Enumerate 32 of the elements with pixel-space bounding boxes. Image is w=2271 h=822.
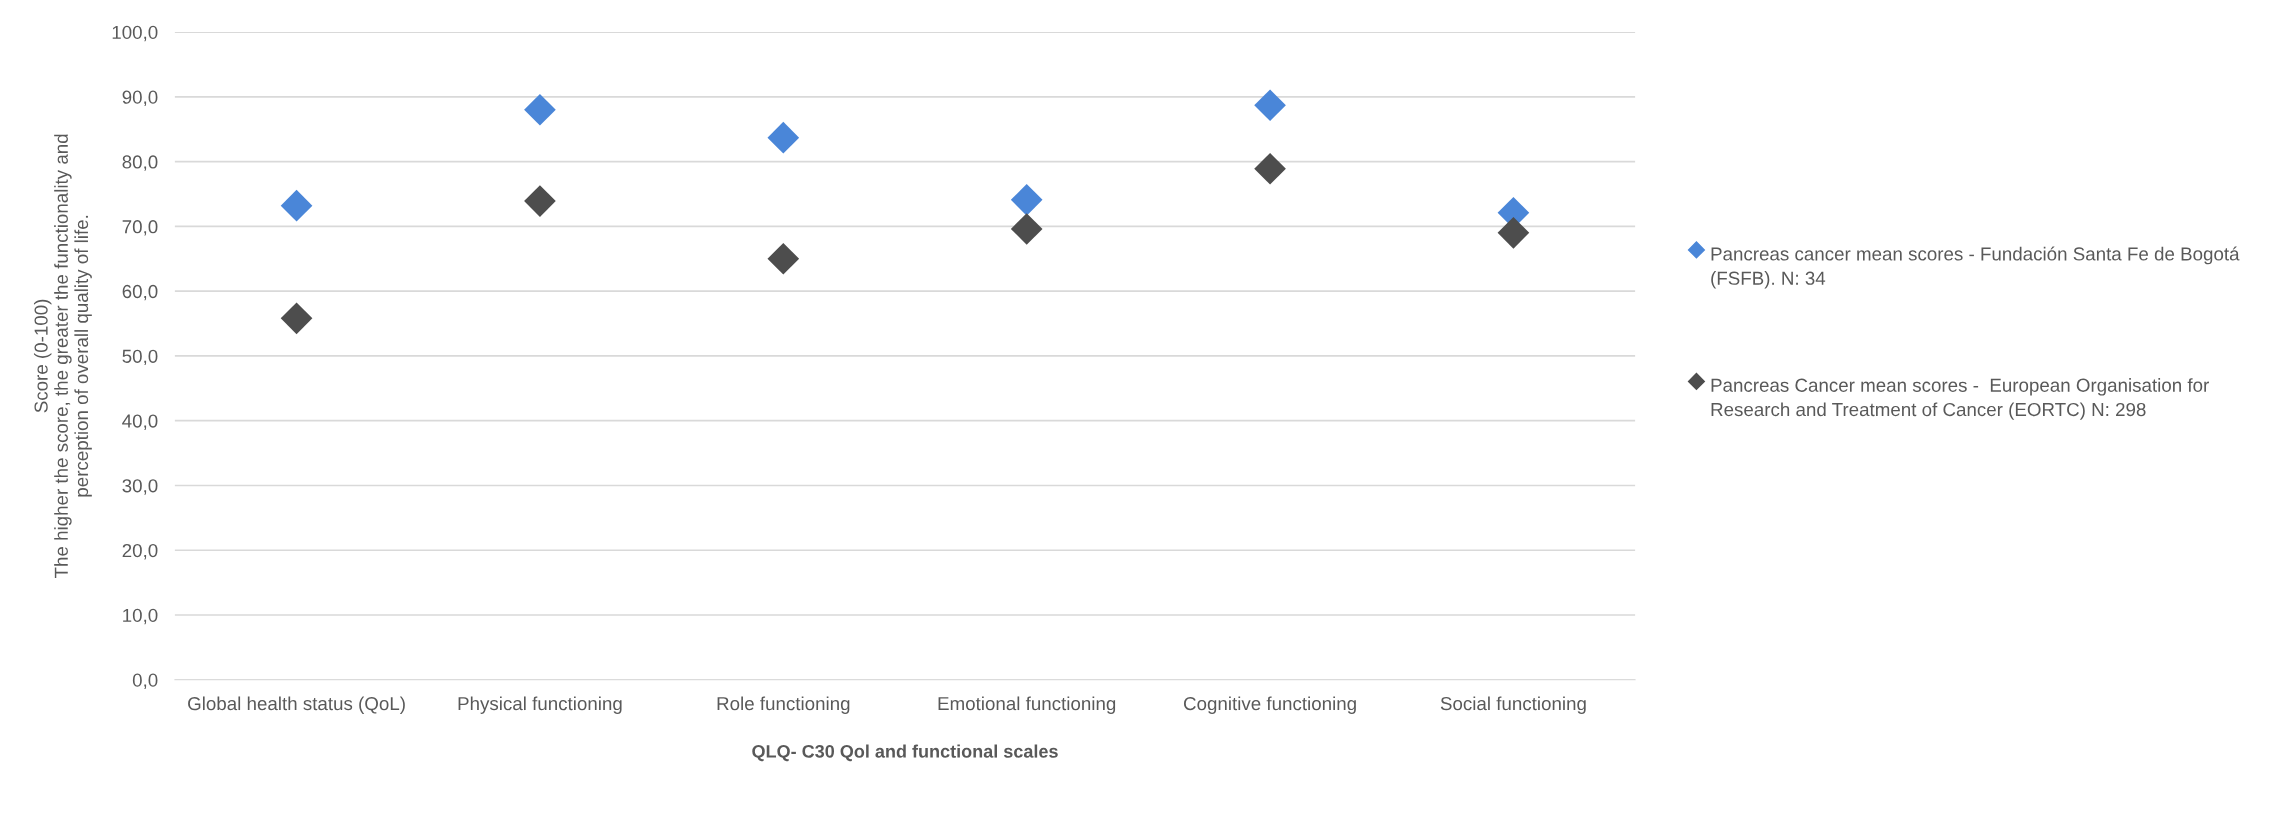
y-tick-label: 10,0 <box>123 608 158 625</box>
x-tick-label: Cognitive functioning <box>1183 696 1356 714</box>
x-tick-label: Global health status (QoL) <box>188 696 405 714</box>
point <box>524 93 556 126</box>
point <box>1010 213 1043 245</box>
y-tick-label: 80,0 <box>122 155 158 171</box>
point <box>1254 89 1286 122</box>
point <box>524 185 556 217</box>
point <box>1254 152 1286 185</box>
y-tick-label: 90,0 <box>122 90 158 107</box>
point <box>767 121 800 154</box>
legend-label: Pancreas cancer mean scores - Fundación Santa Fe de Bogotá (FSFB). N: 34 <box>1711 246 2240 289</box>
legend-label: Pancreas Cancer mean scores - European Organisation for Research and Treatment of Cancer (EORTC) N: 298 <box>1711 378 2209 420</box>
x-tick-label: Role functioning <box>717 696 850 714</box>
point <box>767 242 800 275</box>
y-tick-label: 50,0 <box>122 349 158 366</box>
y-tick-label: 40,0 <box>122 414 158 430</box>
y-tick-label: 70,0 <box>122 220 158 236</box>
y-tick-label: 100,0 <box>112 25 158 42</box>
point <box>1497 217 1530 249</box>
y-tick-label: 30,0 <box>122 479 158 495</box>
y-tick-label: 0,0 <box>132 673 158 689</box>
x-tick-label: Emotional functioning <box>938 696 1116 714</box>
y-axis-title: Score (0-100) The higher the score, the greater the functionality and perception of overall quality of life. <box>33 134 92 579</box>
y-tick-label: 20,0 <box>122 543 158 560</box>
point <box>280 189 313 222</box>
x-axis-title: QLQ- C30 Qol and functional scales <box>752 744 1058 762</box>
x-tick-label: Social functioning <box>1440 696 1586 714</box>
x-tick-label: Physical functioning <box>458 696 622 714</box>
point <box>1010 183 1043 216</box>
point <box>280 302 313 335</box>
y-tick-label: 60,0 <box>122 284 158 301</box>
